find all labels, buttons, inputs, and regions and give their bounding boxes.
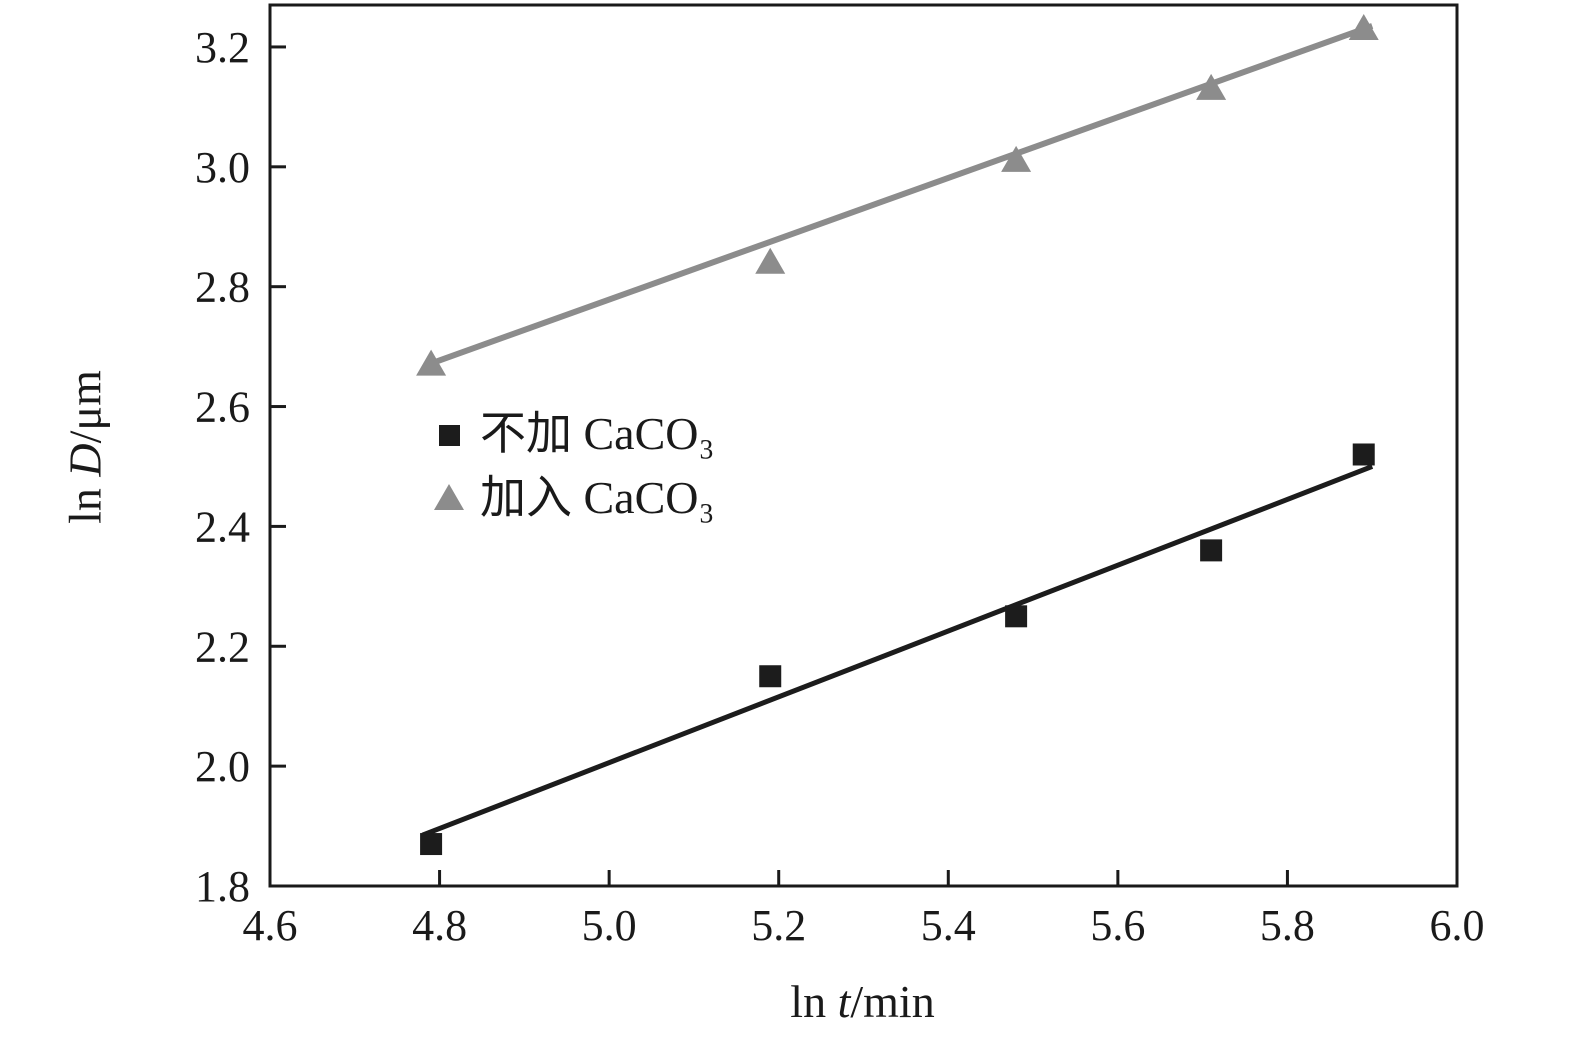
chart-legend: 不加 CaCO₃ 加入 CaCO₃ (432, 398, 715, 526)
data-point-square (1005, 605, 1028, 628)
legend-item-with-caco3: 加入 CaCO₃ (432, 462, 715, 526)
x-tick-label: 6.0 (1430, 901, 1485, 950)
x-tick-label: 5.8 (1260, 901, 1315, 950)
data-point-triangle (1348, 13, 1379, 40)
x-axis-title-var: t (837, 976, 851, 1027)
legend-item-no-caco3: 不加 CaCO₃ (432, 398, 715, 462)
x-axis-title-post: /min (850, 976, 935, 1027)
data-point-triangle (755, 247, 786, 274)
y-axis-title-pre: ln (59, 476, 111, 524)
y-tick-label: 2.4 (195, 502, 250, 551)
y-axis-title: ln D/μm (59, 370, 112, 524)
x-tick-label: 5.2 (751, 901, 806, 950)
data-point-triangle (416, 349, 447, 376)
x-tick-label: 4.8 (412, 901, 467, 950)
legend-label-no-caco3: 不加 CaCO₃ (480, 408, 715, 459)
triangle-marker-icon (432, 468, 466, 521)
x-axis-title: ln t/min (0, 975, 1575, 1028)
x-tick-label: 5.6 (1090, 901, 1145, 950)
y-tick-label: 3.0 (195, 143, 250, 192)
y-tick-label: 3.2 (195, 23, 250, 72)
y-tick-label: 2.8 (195, 263, 250, 312)
y-tick-label: 1.8 (195, 862, 250, 911)
y-tick-label: 2.2 (195, 622, 250, 671)
data-point-square (1200, 539, 1223, 562)
x-tick-label: 5.4 (921, 901, 976, 950)
square-marker-icon (432, 404, 466, 457)
x-tick-label: 4.6 (243, 901, 298, 950)
legend-label-with-caco3: 加入 CaCO₃ (480, 472, 715, 523)
y-axis-title-post: /μm (59, 370, 111, 444)
data-point-triangle (1001, 145, 1032, 172)
data-point-triangle (1196, 73, 1227, 100)
fit-line-series-1 (430, 23, 1374, 367)
fit-line-series-0 (421, 464, 1374, 838)
y-tick-label: 2.6 (195, 383, 250, 432)
y-axis-title-var: D (59, 443, 111, 477)
data-point-square (420, 833, 443, 856)
x-tick-label: 5.0 (582, 901, 637, 950)
data-point-square (1352, 443, 1375, 466)
y-tick-label: 2.0 (195, 742, 250, 791)
data-point-square (759, 665, 782, 688)
x-axis-title-pre: ln (790, 976, 838, 1027)
plot-frame (268, 3, 1459, 888)
